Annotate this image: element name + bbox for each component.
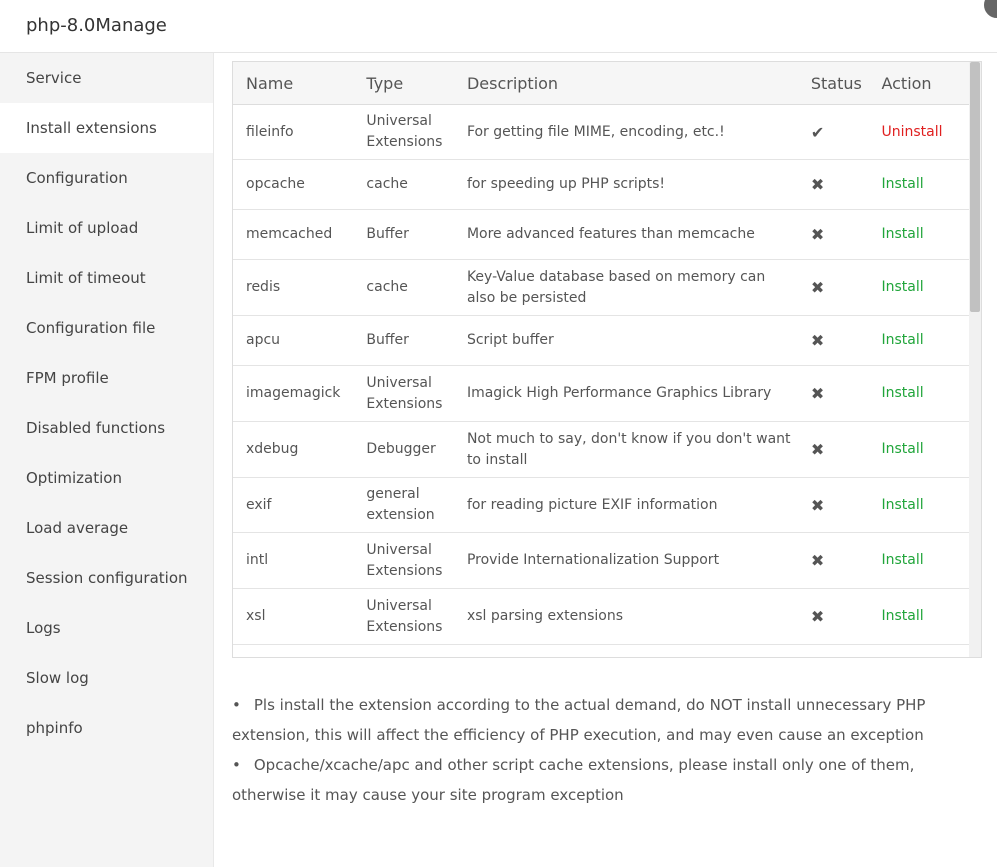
table-row: intl Universal Extensions Provide Internat… xyxy=(233,532,970,589)
header: php-8.0Manage xyxy=(0,0,997,53)
table-row: xdebug Debugger Not much to say, don't kno… xyxy=(233,421,970,478)
ext-name: apcu xyxy=(233,315,354,366)
menu-item[interactable]: Limit of upload xyxy=(26,219,139,237)
header-row: Name Type Description Status Action xyxy=(233,62,970,105)
table-row: apcu Buffer Script buffer ✖ Install xyxy=(233,315,970,366)
ext-type: Universal Extensions xyxy=(353,588,454,645)
status-icon: ✖ xyxy=(797,365,869,422)
ext-type: Debugger xyxy=(353,421,454,478)
note: Pls install the extension according to t… xyxy=(232,690,977,750)
ext-name: imagemagick xyxy=(233,365,354,422)
ext-name: xsl xyxy=(233,588,354,645)
ext-type: Buffer xyxy=(353,315,454,366)
ext-name: fileinfo xyxy=(233,104,354,160)
sidebar: Service Install extensions Configuration Li… xyxy=(0,53,214,867)
ext-name: intl xyxy=(233,532,354,589)
status-icon: ✖ xyxy=(797,532,869,589)
ext-type: general extension xyxy=(353,477,454,533)
ext-name: redis xyxy=(233,259,354,316)
table-row: fileinfo Universal Extensions For getting … xyxy=(233,104,970,160)
title: php-8.0Manage xyxy=(26,15,167,36)
table-row: opcache cache for speeding up PHP scripts!… xyxy=(233,159,970,210)
menu-item[interactable]: Logs xyxy=(26,619,61,637)
column-header: Name xyxy=(233,62,354,105)
menu-item[interactable]: phpinfo xyxy=(26,719,83,737)
column-header: Description xyxy=(453,62,798,105)
ext-description: for reading picture EXIF information xyxy=(453,477,798,533)
ext-type: Buffer xyxy=(353,209,454,260)
menu-item[interactable]: FPM profile xyxy=(26,369,109,387)
ext-description: Not much to say, don't know if you don't… xyxy=(453,421,798,478)
action-link[interactable]: Install xyxy=(868,315,970,366)
table-row: imagemagick Universal Extensions Imagick H… xyxy=(233,365,970,422)
menu-item[interactable]: Optimization xyxy=(26,469,122,487)
table-container: Name Type Description Status Action fileinfo U… xyxy=(232,61,982,658)
status-icon: ✖ xyxy=(797,315,869,366)
ext-description: xsl parsing extensions xyxy=(453,588,798,645)
ext-type: Universal Extensions xyxy=(353,365,454,422)
action-link[interactable]: Install xyxy=(868,421,970,478)
status-icon: ✖ xyxy=(797,159,869,210)
menu-item[interactable]: Load average xyxy=(26,519,129,537)
scroll-thumb[interactable] xyxy=(970,62,980,312)
menu-item[interactable]: Disabled functions xyxy=(26,419,166,437)
table-row: redis cache Key-Value database based on me… xyxy=(233,259,970,316)
extensions-table: Name Type Description Status Action fileinfo U… xyxy=(233,62,970,645)
menu-item[interactable]: Session configuration xyxy=(26,569,188,587)
ext-description: For getting file MIME, encoding, etc.! xyxy=(453,104,798,160)
ext-name: opcache xyxy=(233,159,354,210)
ext-name: exif xyxy=(233,477,354,533)
table-row: xsl Universal Extensions xsl parsing exten… xyxy=(233,588,970,645)
note: Opcache/xcache/apc and other script cach… xyxy=(232,750,977,810)
ext-description: More advanced features than memcache xyxy=(453,209,798,260)
action-link[interactable]: Install xyxy=(868,365,970,422)
ext-description: Script buffer xyxy=(453,315,798,366)
action-link[interactable]: Uninstall xyxy=(868,104,970,160)
notes: Pls install the extension according to t… xyxy=(232,690,977,810)
ext-type: cache xyxy=(353,259,454,316)
status-icon: ✔ xyxy=(797,104,869,160)
status-icon: ✖ xyxy=(797,421,869,478)
action-link[interactable]: Install xyxy=(868,532,970,589)
ext-type: cache xyxy=(353,159,454,210)
action-link[interactable]: Install xyxy=(868,477,970,533)
menu-item[interactable]: Service xyxy=(26,69,82,87)
status-icon: ✖ xyxy=(797,588,869,645)
menu-item[interactable]: Slow log xyxy=(26,669,89,687)
menu-item[interactable]: Configuration file xyxy=(26,319,156,337)
menu-item[interactable]: Limit of timeout xyxy=(26,269,146,287)
action-link[interactable]: Install xyxy=(868,209,970,260)
action-link[interactable]: Install xyxy=(868,159,970,210)
menu-item[interactable]: Install extensions xyxy=(0,103,213,153)
column-header: Status xyxy=(797,62,869,105)
ext-name: xdebug xyxy=(233,421,354,478)
action-link[interactable]: Install xyxy=(868,259,970,316)
ext-type: Universal Extensions xyxy=(353,104,454,160)
menu-item[interactable]: Configuration xyxy=(26,169,128,187)
ext-description: Key-Value database based on memory can a… xyxy=(453,259,798,316)
ext-name: memcached xyxy=(233,209,354,260)
ext-type: Universal Extensions xyxy=(353,532,454,589)
status-icon: ✖ xyxy=(797,477,869,533)
column-header: Action xyxy=(868,62,970,105)
status-icon: ✖ xyxy=(797,209,869,260)
ext-description: Provide Internationalization Support xyxy=(453,532,798,589)
ext-description: for speeding up PHP scripts! xyxy=(453,159,798,210)
status-icon: ✖ xyxy=(797,259,869,316)
ext-description: Imagick High Performance Graphics Librar… xyxy=(453,365,798,422)
table-row: exif general extension for reading picture… xyxy=(233,477,970,533)
table-row: memcached Buffer More advanced features th… xyxy=(233,209,970,260)
action-link[interactable]: Install xyxy=(868,588,970,645)
column-header: Type xyxy=(353,62,454,105)
scrollbar[interactable] xyxy=(969,62,981,657)
